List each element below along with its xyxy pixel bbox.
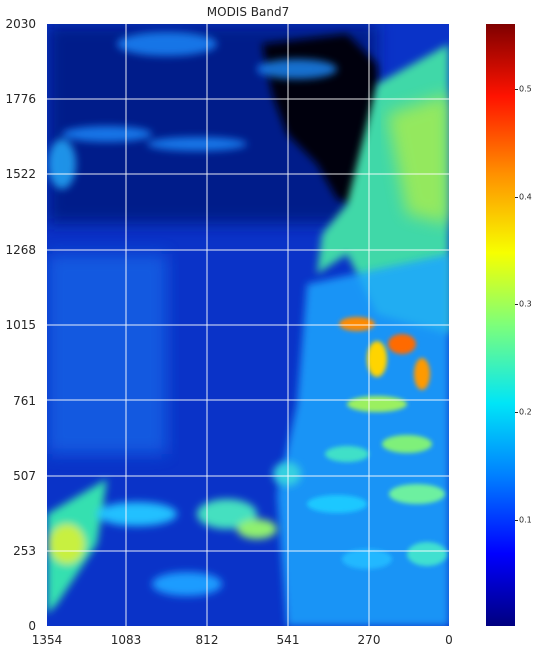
y-tick-label: 1268 xyxy=(5,243,36,257)
y-tick-label: 1015 xyxy=(5,318,36,332)
y-tick-label: 253 xyxy=(13,544,36,558)
colorbar-tick-label: 0.3 xyxy=(519,299,532,309)
x-tick-label: 541 xyxy=(276,633,300,647)
colorbar-tick-mark xyxy=(515,304,518,305)
colorbar-tick-label: 0.5 xyxy=(519,84,532,94)
x-tick-label: 0 xyxy=(445,633,453,647)
colorbar-tick-label: 0.2 xyxy=(519,407,532,417)
y-tick-label: 1776 xyxy=(5,92,36,106)
colorbar xyxy=(486,24,515,626)
colorbar-tick-mark xyxy=(515,197,518,198)
colorbar-tick-mark xyxy=(515,520,518,521)
x-tick-label: 270 xyxy=(357,633,381,647)
y-tick-label: 761 xyxy=(13,394,36,408)
colorbar-tick-mark xyxy=(515,412,518,413)
x-tick-label: 812 xyxy=(195,633,219,647)
y-tick-label: 2030 xyxy=(5,17,36,31)
y-tick-label: 507 xyxy=(13,469,36,483)
colorbar-tick-label: 0.4 xyxy=(519,192,532,202)
y-tick-label: 1522 xyxy=(5,167,36,181)
y-tick-label: 0 xyxy=(28,619,36,633)
x-tick-label: 1083 xyxy=(110,633,142,647)
plot-title: MODIS Band7 xyxy=(206,5,290,19)
band7-heatmap xyxy=(47,24,449,626)
colorbar-tick-mark xyxy=(515,89,518,90)
colorbar-tick-label: 0.1 xyxy=(519,515,532,525)
x-tick-label: 1354 xyxy=(31,633,63,647)
satellite-image xyxy=(47,24,449,626)
